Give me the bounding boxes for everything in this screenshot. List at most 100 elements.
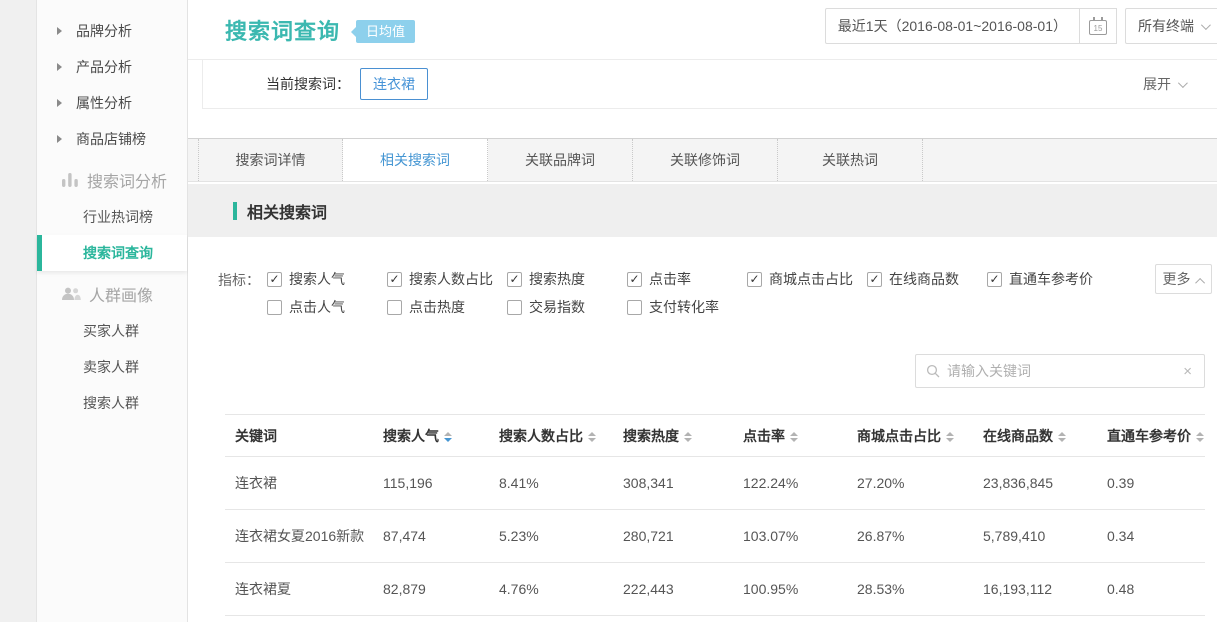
- tab-related-brand-words[interactable]: 关联品牌词: [488, 139, 633, 181]
- sidebar-item-search-word-query[interactable]: 搜索词查询: [37, 235, 187, 271]
- column-label: 关键词: [235, 427, 277, 444]
- terminal-select[interactable]: 所有终端: [1125, 8, 1217, 44]
- column-label: 搜索人数占比: [499, 427, 583, 444]
- value-cell: 28.53%: [847, 562, 973, 616]
- checkbox-click-heat[interactable]: 点击热度: [387, 297, 507, 317]
- sidebar-item-attribute-analysis[interactable]: 属性分析: [37, 85, 187, 121]
- caret-right-icon: [57, 99, 62, 107]
- checkbox-label: 点击率: [649, 271, 691, 287]
- expand-toggle[interactable]: 展开: [1143, 74, 1188, 94]
- value-cell: 122.24%: [733, 456, 847, 510]
- calendar-button[interactable]: 15: [1080, 8, 1117, 44]
- sort-icon[interactable]: [790, 431, 798, 442]
- sidebar-item-product-analysis[interactable]: 产品分析: [37, 49, 187, 85]
- column-header-click-rate[interactable]: 点击率: [733, 414, 847, 457]
- checkbox-search-popularity[interactable]: 搜索人气: [267, 269, 387, 289]
- more-button[interactable]: 更多: [1155, 264, 1212, 294]
- sidebar-item-label: 行业热词榜: [83, 209, 153, 225]
- value-cell: 4.76%: [489, 562, 613, 616]
- checkbox-icon: [987, 271, 1002, 287]
- sidebar-item-buyer-audience[interactable]: 买家人群: [37, 313, 187, 349]
- checkbox-transaction-index[interactable]: 交易指数: [507, 297, 627, 317]
- tab-label: 关联热词: [822, 152, 878, 168]
- value-cell: 16,193,112: [973, 562, 1097, 616]
- caret-right-icon: [57, 63, 62, 71]
- keyword-link[interactable]: 连衣裙女夏2016新款: [225, 509, 373, 563]
- sidebar-item-brand-analysis[interactable]: 品牌分析: [37, 13, 187, 49]
- checkbox-click-popularity[interactable]: 点击人气: [267, 297, 387, 317]
- sidebar-item-label: 搜索人群: [83, 395, 139, 411]
- chevron-down-icon: [1177, 77, 1188, 88]
- checkbox-mall-click-share[interactable]: 商城点击占比: [747, 269, 867, 289]
- column-label: 点击率: [743, 427, 785, 444]
- date-range-selector[interactable]: 最近1天（2016-08-01~2016-08-01）: [824, 8, 1080, 44]
- sidebar-section-label: 搜索词分析: [87, 174, 168, 191]
- value-cell: 0.48: [1097, 562, 1205, 616]
- column-label: 商城点击占比: [857, 427, 941, 444]
- sidebar-item-label: 商品店铺榜: [76, 131, 146, 147]
- sort-icon[interactable]: [1058, 431, 1066, 442]
- column-header-searcher-share[interactable]: 搜索人数占比: [489, 414, 613, 457]
- checkbox-payment-conversion[interactable]: 支付转化率: [627, 297, 747, 317]
- sidebar-item-label: 搜索词查询: [83, 245, 153, 261]
- page-header: 搜索词查询 日均值 最近1天（2016-08-01~2016-08-01） 15…: [188, 0, 1217, 60]
- column-header-search-heat[interactable]: 搜索热度: [613, 414, 733, 457]
- sort-icon[interactable]: [588, 431, 596, 442]
- daily-average-badge: 日均值: [351, 20, 416, 43]
- checkbox-label: 搜索人数占比: [409, 271, 493, 287]
- table-row: 连衣裙女夏2016新款 87,474 5.23% 280,721 103.07%…: [225, 509, 1205, 563]
- value-cell: 100.95%: [733, 562, 847, 616]
- column-header-search-popularity[interactable]: 搜索人气: [373, 414, 489, 457]
- clear-icon[interactable]: ×: [1183, 362, 1192, 380]
- keyword-search-input[interactable]: [947, 363, 1182, 379]
- column-label: 搜索热度: [623, 427, 679, 444]
- value-cell: 0.34: [1097, 509, 1205, 563]
- sort-icon[interactable]: [444, 431, 452, 442]
- column-label: 直通车参考价: [1107, 427, 1191, 444]
- column-label: 在线商品数: [983, 427, 1053, 444]
- checkbox-label: 支付转化率: [649, 299, 719, 315]
- terminal-select-label: 所有终端: [1138, 18, 1194, 34]
- value-cell: 222,443: [613, 562, 733, 616]
- column-header-mall-click-share[interactable]: 商城点击占比: [847, 414, 973, 457]
- tab-related-hot-words[interactable]: 关联热词: [778, 139, 923, 181]
- value-cell: 23,836,845: [973, 456, 1097, 510]
- sort-icon[interactable]: [684, 431, 692, 442]
- table-row: 连衣裙夏 82,879 4.76% 222,443 100.95% 28.53%…: [225, 562, 1205, 616]
- value-cell: 308,341: [613, 456, 733, 510]
- checkbox-icon: [387, 299, 402, 315]
- checkbox-click-rate[interactable]: 点击率: [627, 269, 747, 289]
- sidebar-item-industry-hot-words[interactable]: 行业热词榜: [37, 199, 187, 235]
- expand-label: 展开: [1143, 76, 1171, 92]
- current-search-term-button[interactable]: 连衣裙: [360, 68, 428, 100]
- checkbox-icon: [507, 299, 522, 315]
- header-controls: 最近1天（2016-08-01~2016-08-01） 15 所有终端: [824, 8, 1217, 44]
- current-search-term-label: 当前搜索词：: [266, 76, 350, 92]
- keyword-link[interactable]: 连衣裙夏: [225, 562, 373, 616]
- keyword-search-box: ×: [915, 354, 1205, 388]
- value-cell: 27.20%: [847, 456, 973, 510]
- checkbox-online-products[interactable]: 在线商品数: [867, 269, 987, 289]
- column-header-ztc-reference-price[interactable]: 直通车参考价: [1097, 414, 1205, 457]
- sidebar-item-seller-audience[interactable]: 卖家人群: [37, 349, 187, 385]
- checkbox-label: 商城点击占比: [769, 271, 853, 287]
- checkbox-label: 交易指数: [529, 299, 585, 315]
- sidebar-item-shop-ranking[interactable]: 商品店铺榜: [37, 121, 187, 157]
- checkbox-search-heat[interactable]: 搜索热度: [507, 269, 627, 289]
- sort-icon[interactable]: [946, 431, 954, 442]
- checkbox-label: 搜索热度: [529, 271, 585, 287]
- tab-search-word-detail[interactable]: 搜索词详情: [198, 139, 343, 181]
- checkbox-icon: [267, 299, 282, 315]
- tab-label: 相关搜索词: [380, 152, 450, 168]
- tab-label: 搜索词详情: [235, 152, 306, 168]
- checkbox-searcher-share[interactable]: 搜索人数占比: [387, 269, 507, 289]
- tab-related-modifier-words[interactable]: 关联修饰词: [633, 139, 778, 181]
- sidebar-item-label: 产品分析: [76, 59, 132, 75]
- column-header-online-products[interactable]: 在线商品数: [973, 414, 1097, 457]
- checkbox-ztc-reference-price[interactable]: 直通车参考价: [987, 269, 1107, 289]
- sidebar-item-search-audience[interactable]: 搜索人群: [37, 385, 187, 421]
- caret-right-icon: [57, 27, 62, 35]
- tab-related-search-words[interactable]: 相关搜索词: [343, 139, 488, 181]
- value-cell: 26.87%: [847, 509, 973, 563]
- sort-icon[interactable]: [1196, 431, 1204, 442]
